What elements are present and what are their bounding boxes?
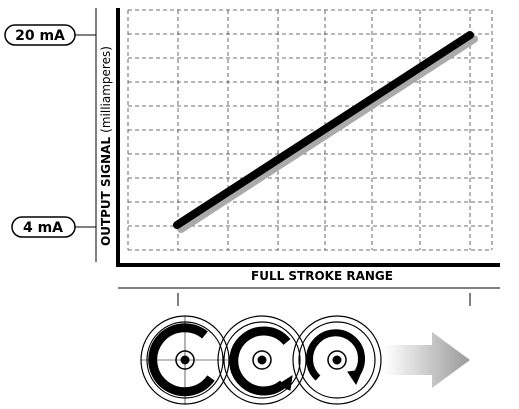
valves bbox=[141, 316, 381, 404]
y-axis-title-unit: (milliamperes) bbox=[99, 46, 113, 133]
x-axis-title: FULL STROKE RANGE bbox=[251, 269, 393, 283]
valve-closed bbox=[141, 316, 229, 404]
grid bbox=[128, 10, 492, 250]
valve-open bbox=[293, 316, 381, 404]
signal-shadow bbox=[181, 39, 474, 229]
top-signal: 20 mA bbox=[15, 28, 65, 44]
bottom-signal: 4 mA bbox=[23, 220, 63, 236]
direction-arrow bbox=[385, 332, 470, 388]
y-axis-title-main: OUTPUT SIGNAL bbox=[99, 137, 113, 246]
diagram: 20 mA 4 mA OUTPUT SIGNAL (milliamperes) … bbox=[0, 0, 519, 409]
y-axis-title: OUTPUT SIGNAL (milliamperes) bbox=[99, 46, 113, 246]
